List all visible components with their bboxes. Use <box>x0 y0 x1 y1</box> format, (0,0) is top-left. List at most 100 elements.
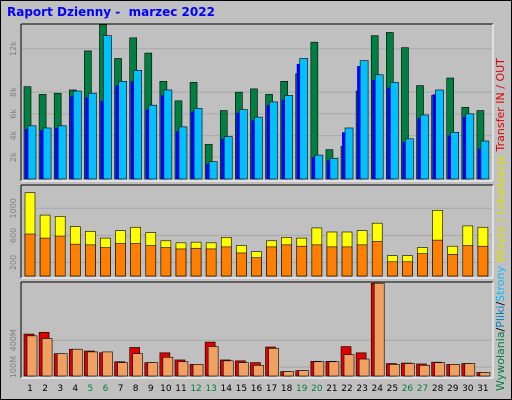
bar-sites-day-10 <box>160 247 172 277</box>
bar-pages-day-24 <box>372 80 376 179</box>
bar-kbout-day-28 <box>434 362 445 377</box>
bar-files-day-21 <box>329 158 339 180</box>
x-day-label-23: 23 <box>356 384 367 394</box>
bar-kbout-day-31 <box>479 372 491 377</box>
bar-files-day-15 <box>239 109 248 180</box>
bar-files-day-9 <box>148 104 158 180</box>
bar-kbout-day-5 <box>87 351 98 377</box>
bar-sites-day-22 <box>341 246 353 277</box>
x-day-label-4: 4 <box>72 384 78 394</box>
bar-pages-day-15 <box>236 112 240 179</box>
bar-kbout-day-3 <box>56 353 68 377</box>
bar-sites-day-2 <box>39 237 51 277</box>
x-day-label-31: 31 <box>477 384 488 394</box>
bar-sites-day-19 <box>296 245 308 277</box>
x-day-label-21: 21 <box>326 384 337 394</box>
bar-pages-day-4 <box>70 96 74 179</box>
bar-pages-day-27 <box>417 118 421 179</box>
bar-pages-day-19 <box>296 63 300 179</box>
bar-sites-day-12 <box>190 247 202 277</box>
bar-files-day-8 <box>133 70 142 180</box>
x-day-label-19: 19 <box>296 384 308 394</box>
bar-pages-day-12 <box>191 111 195 179</box>
x-day-label-16: 16 <box>251 384 263 394</box>
bar-pages-day-23 <box>357 66 361 179</box>
bar-sites-day-17 <box>266 246 277 277</box>
bar-files-day-28 <box>435 89 444 180</box>
bar-sites-day-21 <box>326 246 338 277</box>
bar-files-day-27 <box>420 114 429 180</box>
x-day-label-30: 30 <box>462 384 474 394</box>
bar-pages-day-14 <box>221 138 225 179</box>
bar-kbout-day-8 <box>132 353 143 377</box>
bar-sites-day-30 <box>462 245 474 277</box>
x-day-label-3: 3 <box>57 384 63 394</box>
bar-pages-day-13 <box>206 163 210 179</box>
bar-sites-day-18 <box>281 244 292 277</box>
legend-item: Transfer IN / OUT <box>494 58 507 155</box>
bar-files-day-20 <box>314 154 324 180</box>
y-tick-label: 200 <box>9 255 18 270</box>
bar-sites-day-9 <box>145 245 157 277</box>
bar-sites-day-1 <box>24 233 36 277</box>
y-tick-label: 1000 <box>9 198 18 218</box>
bar-kbout-day-27 <box>419 364 430 377</box>
bar-pages-day-11 <box>175 131 179 179</box>
bar-pages-day-3 <box>55 127 59 179</box>
bar-sites-day-13 <box>205 248 217 277</box>
bar-pages-day-31 <box>477 148 481 179</box>
bar-files-day-4 <box>72 90 82 180</box>
bar-sites-day-7 <box>115 243 126 277</box>
bar-pages-day-16 <box>251 120 255 179</box>
y-tick-label: 2k <box>9 152 18 162</box>
x-day-label-7: 7 <box>118 384 124 394</box>
bar-sites-day-4 <box>69 243 81 277</box>
bar-files-day-3 <box>57 125 67 180</box>
bar-pages-day-29 <box>447 135 451 179</box>
bar-kbout-day-15 <box>238 362 249 377</box>
bar-files-day-31 <box>480 140 490 180</box>
bar-kbout-day-30 <box>464 363 476 377</box>
bar-kbout-day-11 <box>177 361 189 377</box>
bar-sites-day-24 <box>371 241 383 277</box>
bar-files-day-11 <box>178 126 188 180</box>
x-day-label-17: 17 <box>266 384 277 394</box>
x-day-label-2: 2 <box>42 384 48 394</box>
bar-kbout-day-7 <box>117 362 128 377</box>
y-tick-label: 12k <box>9 41 18 56</box>
bar-kbout-day-10 <box>162 356 174 377</box>
legend-item: Strony <box>494 266 507 302</box>
bar-sites-day-20 <box>311 244 323 277</box>
bar-kbout-day-22 <box>343 354 355 377</box>
bar-files-day-30 <box>465 113 475 180</box>
legend-item: / <box>494 327 507 331</box>
bar-sites-day-26 <box>402 261 413 277</box>
bar-files-day-18 <box>284 95 293 180</box>
bar-kbout-day-26 <box>404 363 415 377</box>
bar-sites-day-25 <box>387 261 398 277</box>
bar-sites-day-23 <box>356 244 368 277</box>
bar-kbout-day-9 <box>147 362 159 377</box>
bar-pages-day-10 <box>160 95 164 179</box>
bar-files-day-1 <box>27 125 37 180</box>
x-day-label-10: 10 <box>160 384 172 394</box>
bar-kbout-day-17 <box>268 348 279 377</box>
bar-files-day-6 <box>103 35 112 180</box>
bar-sites-day-16 <box>251 257 262 277</box>
bar-kbout-day-12 <box>192 364 204 377</box>
x-day-label-20: 20 <box>311 384 323 394</box>
bar-files-day-22 <box>344 127 354 180</box>
bar-sites-day-14 <box>220 246 232 277</box>
bar-pages-day-26 <box>402 142 406 179</box>
bar-files-day-7 <box>118 80 127 180</box>
bar-pages-day-18 <box>281 99 285 179</box>
y-tick-label: 6k <box>9 109 18 119</box>
page-title: Raport Dzienny - marzec 2022 <box>7 5 215 19</box>
bar-kbout-day-16 <box>253 364 264 377</box>
x-day-label-18: 18 <box>281 384 293 394</box>
y-tick-label: 600 <box>9 228 18 243</box>
bar-kbout-day-18 <box>283 371 294 377</box>
bar-files-day-2 <box>42 127 52 180</box>
bar-files-day-5 <box>88 92 97 180</box>
